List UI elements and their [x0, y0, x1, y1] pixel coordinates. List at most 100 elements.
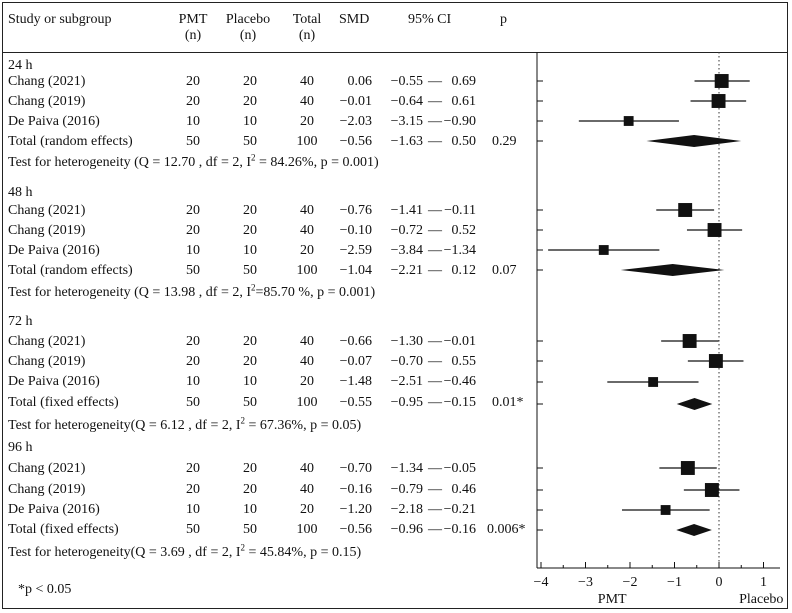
- total-row-name: Total (fixed effects): [8, 522, 119, 537]
- placebo-n: 20: [243, 74, 257, 89]
- study-name: De Paiva (2016): [8, 243, 100, 258]
- placebo-n: 20: [243, 94, 257, 109]
- pooled-effect-diamond: [676, 398, 713, 410]
- pmt-n: 20: [186, 203, 200, 218]
- ci-dash: —: [428, 482, 442, 497]
- study-name: De Paiva (2016): [8, 502, 100, 517]
- x-tick-label: −2: [623, 575, 638, 590]
- ci-dash: —: [428, 114, 442, 129]
- pmt-n: 20: [186, 334, 200, 349]
- smd-value: −0.70: [339, 461, 372, 476]
- ci-low: −3.15: [390, 114, 423, 129]
- total-n: 100: [296, 263, 318, 278]
- total-n: 20: [300, 374, 314, 389]
- x-tick-label: −3: [578, 575, 593, 590]
- x-tick-label: 1: [760, 575, 767, 590]
- ci-low: −2.21: [390, 263, 423, 278]
- p-value: 0.01*: [492, 395, 524, 410]
- pmt-n: 50: [186, 395, 200, 410]
- study-name: De Paiva (2016): [8, 114, 100, 129]
- smd-value: −2.59: [339, 243, 372, 258]
- ci-low: −0.55: [390, 74, 423, 89]
- smd-value: −1.04: [339, 263, 372, 278]
- study-name: Chang (2021): [8, 334, 86, 349]
- study-effect-square: [708, 354, 723, 368]
- ci-high: −0.46: [443, 374, 476, 389]
- group-label: 72 h: [8, 314, 33, 329]
- smd-value: −2.03: [339, 114, 372, 129]
- ci-high: 0.69: [451, 74, 477, 89]
- study-name: Chang (2019): [8, 482, 86, 497]
- ci-low: −2.51: [390, 374, 423, 389]
- smd-value: −0.55: [339, 395, 372, 410]
- ci-low: −0.64: [390, 94, 423, 109]
- group-label: 24 h: [8, 58, 33, 73]
- ci-low: −0.79: [390, 482, 423, 497]
- total-n: 40: [300, 94, 314, 109]
- study-name: Chang (2019): [8, 94, 86, 109]
- study-effect-square: [682, 334, 697, 348]
- placebo-n: 50: [243, 395, 257, 410]
- smd-value: −1.20: [339, 502, 372, 517]
- ci-high: 0.61: [451, 94, 477, 109]
- ci-dash: —: [428, 374, 442, 389]
- study-effect-square: [678, 203, 693, 217]
- ci-dash: —: [428, 334, 442, 349]
- ci-dash: —: [428, 395, 442, 410]
- pooled-effect-diamond: [646, 135, 742, 147]
- ci-high: −0.05: [443, 461, 476, 476]
- ci-dash: —: [428, 223, 442, 238]
- ci-high: −0.21: [443, 502, 476, 517]
- placebo-n: 20: [243, 223, 257, 238]
- smd-value: −0.56: [339, 134, 372, 149]
- study-effect-square: [598, 245, 609, 255]
- ci-dash: —: [428, 134, 442, 149]
- pmt-n: 50: [186, 263, 200, 278]
- total-row-name: Total (fixed effects): [8, 395, 119, 410]
- header-ci: 95% CI: [408, 12, 452, 27]
- ci-high: −0.11: [444, 203, 476, 218]
- smd-value: −0.01: [339, 94, 372, 109]
- ci-low: −2.18: [390, 502, 423, 517]
- x-tick-label: −4: [534, 575, 549, 590]
- pmt-n: 20: [186, 74, 200, 89]
- p-value: 0.006*: [487, 522, 526, 537]
- group-label: 48 h: [8, 185, 33, 200]
- ci-low: −1.63: [390, 134, 423, 149]
- study-effect-square: [660, 505, 671, 515]
- p-value: 0.07: [492, 263, 517, 278]
- ci-high: −0.01: [443, 334, 476, 349]
- ci-high: −0.90: [443, 114, 476, 129]
- pmt-n: 20: [186, 482, 200, 497]
- total-n: 100: [296, 134, 318, 149]
- ci-high: 0.46: [451, 482, 477, 497]
- header-rule: [2, 52, 788, 53]
- placebo-n: 20: [243, 334, 257, 349]
- p-value: 0.29: [492, 134, 517, 149]
- study-name: Chang (2021): [8, 461, 86, 476]
- pmt-n: 20: [186, 354, 200, 369]
- study-effect-square: [704, 483, 719, 497]
- ci-low: −1.41: [390, 203, 423, 218]
- x-label-placebo: Placebo: [739, 592, 783, 607]
- x-tick-label: 0: [716, 575, 723, 590]
- placebo-n: 50: [243, 134, 257, 149]
- study-effect-square: [711, 94, 726, 108]
- study-name: Chang (2021): [8, 74, 86, 89]
- ci-dash: —: [428, 461, 442, 476]
- study-effect-square: [707, 223, 722, 237]
- pooled-effect-diamond: [620, 264, 725, 276]
- ci-dash: —: [428, 203, 442, 218]
- pmt-n: 10: [186, 114, 200, 129]
- ci-high: 0.12: [451, 263, 477, 278]
- heterogeneity-test: Test for heterogeneity (Q = 13.98 , df =…: [8, 282, 376, 300]
- heterogeneity-test: Test for heterogeneity(Q = 3.69 , df = 2…: [8, 542, 362, 560]
- study-name: Chang (2019): [8, 223, 86, 238]
- pmt-n: 20: [186, 223, 200, 238]
- smd-value: −0.07: [339, 354, 372, 369]
- total-n: 40: [300, 461, 314, 476]
- pmt-n: 50: [186, 522, 200, 537]
